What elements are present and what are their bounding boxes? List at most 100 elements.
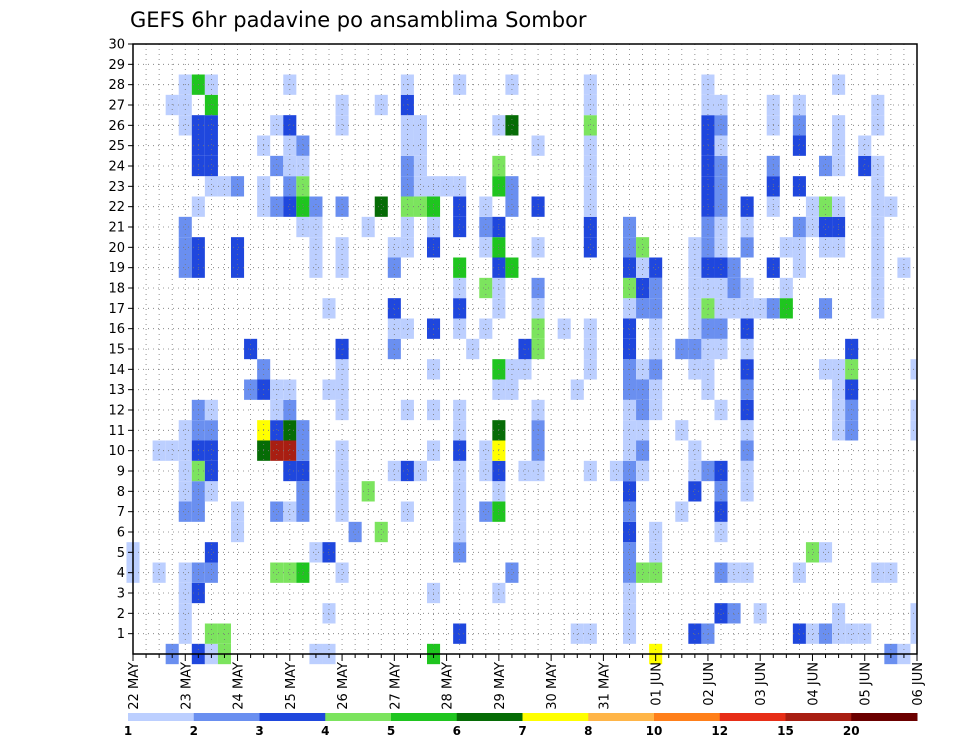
heatmap-cell [714, 298, 728, 319]
y-tick-label: 14 [108, 363, 125, 378]
heatmap-cell [688, 237, 702, 258]
heatmap-cell [453, 277, 467, 299]
y-tick-label: 2 [117, 607, 125, 622]
heatmap-cell [701, 277, 715, 299]
heatmap-cell [623, 460, 637, 482]
heatmap-cell [819, 155, 833, 177]
colorbar-swatch [325, 713, 392, 721]
colorbar-swatch [128, 713, 195, 721]
heatmap-cell [283, 196, 297, 217]
heatmap-cell [231, 521, 245, 543]
heatmap-cell [400, 460, 414, 482]
y-tick-label: 7 [117, 505, 125, 520]
heatmap-cell [413, 460, 427, 482]
heatmap-cell [701, 196, 715, 217]
heatmap-cell [178, 216, 192, 238]
heatmap-cell [204, 623, 218, 644]
heatmap-cell [296, 196, 310, 217]
heatmap-cell [623, 501, 637, 522]
heatmap-cell [335, 196, 349, 217]
heatmap-cell [623, 420, 637, 441]
heatmap-cell [727, 562, 741, 583]
y-tick-label: 15 [108, 343, 125, 358]
heatmap-cell [374, 521, 388, 543]
heatmap-cell [335, 115, 349, 136]
heatmap-cell [740, 196, 754, 217]
heatmap-cell [204, 115, 218, 136]
x-tick-label: 24 MAY [232, 662, 247, 710]
heatmap-cell [296, 440, 310, 461]
y-tick-label: 17 [108, 302, 125, 317]
y-tick-label: 6 [117, 526, 125, 541]
y-tick-label: 19 [108, 261, 125, 276]
heatmap-cell [204, 542, 218, 563]
y-tick-label: 21 [108, 221, 125, 236]
heatmap-cell [636, 440, 650, 461]
heatmap-cell [714, 603, 728, 624]
colorbar-swatch [391, 713, 458, 721]
heatmap-cell [714, 135, 728, 156]
heatmap-cell [479, 216, 493, 238]
heatmap-cell [740, 318, 754, 339]
heatmap-cell [335, 460, 349, 482]
heatmap-cell [688, 298, 702, 319]
heatmap-cell [453, 420, 467, 441]
heatmap-cell [270, 155, 284, 177]
heatmap-cell [583, 318, 597, 339]
heatmap-cell [740, 562, 754, 583]
x-tick-label: 31 MAY [597, 662, 612, 710]
heatmap-cell [727, 277, 741, 299]
y-tick-label: 27 [108, 99, 125, 114]
x-axis: 22 MAY 23 MAY 24 MAY 25 MAY 26 MAY 27 MAY 28 M… [127, 654, 926, 710]
heatmap-cell [623, 216, 637, 238]
colorbar-label: 5 [387, 724, 395, 738]
heatmap-cell [714, 257, 728, 278]
y-tick-label: 12 [108, 404, 125, 419]
heatmap-cell [479, 318, 493, 339]
heatmap-cell [583, 176, 597, 197]
heatmap-cell [792, 237, 806, 258]
heatmap-cell [688, 318, 702, 339]
x-tick-label: 06 JUN [911, 662, 926, 706]
heatmap-cell [792, 115, 806, 136]
heatmap-cell [518, 460, 532, 482]
heatmap-cell [204, 460, 218, 482]
heatmap-cell [819, 542, 833, 563]
heatmap-cell [792, 562, 806, 583]
x-tick-label: 29 MAY [493, 662, 508, 710]
heatmap-cell [453, 521, 467, 543]
heatmap-cell [557, 318, 571, 339]
heatmap-cell [636, 237, 650, 258]
x-tick-label: 04 JUN [806, 662, 821, 706]
heatmap-cell [740, 481, 754, 502]
heatmap-cell [871, 155, 885, 177]
colorbar-label: 20 [843, 724, 860, 738]
heatmap-cell [204, 440, 218, 461]
heatmap-cell [178, 115, 192, 136]
heatmap-cell [623, 542, 637, 563]
heatmap-cell [178, 603, 192, 624]
heatmap-cell [819, 196, 833, 217]
heatmap-cell [505, 196, 519, 217]
heatmap-cell [387, 237, 401, 258]
heatmap-cell [701, 115, 715, 136]
heatmap-cell [479, 460, 493, 482]
heatmap-cell [296, 501, 310, 522]
heatmap-cell [283, 155, 297, 177]
heatmap-cell [845, 420, 859, 441]
heatmap-cell [348, 521, 362, 543]
heatmap-cell [309, 216, 323, 238]
heatmap-cell [583, 196, 597, 217]
heatmap-cell [884, 562, 898, 583]
colorbar-label: 15 [777, 724, 794, 738]
heatmap-cell [296, 562, 310, 583]
heatmap-cell [296, 155, 310, 177]
heatmap-cell [583, 216, 597, 238]
heatmap-cell [296, 135, 310, 156]
heatmap-cell [623, 481, 637, 502]
colorbar-label: 6 [453, 724, 461, 738]
heatmap-cell [283, 562, 297, 583]
heatmap-cell [740, 237, 754, 258]
colorbar-label: 1 [124, 724, 132, 738]
heatmap-cell [413, 155, 427, 177]
